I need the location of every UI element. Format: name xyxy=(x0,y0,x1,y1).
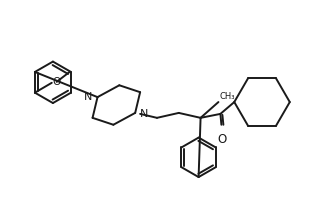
Text: N: N xyxy=(84,92,93,102)
Text: O: O xyxy=(53,77,61,87)
Text: N: N xyxy=(140,109,149,119)
Text: CH₃: CH₃ xyxy=(219,92,235,101)
Text: O: O xyxy=(218,133,227,146)
